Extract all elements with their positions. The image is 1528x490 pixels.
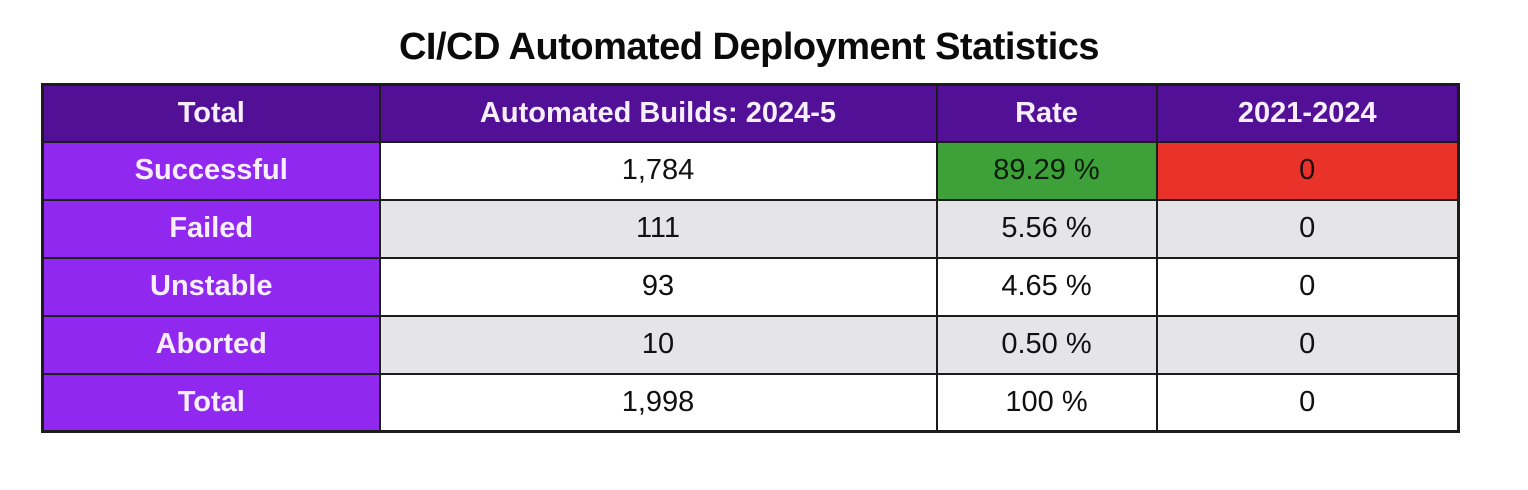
- deployment-stats-table: Total Automated Builds: 2024-5 Rate 2021…: [41, 83, 1460, 433]
- builds-cell: 1,784: [378, 140, 938, 201]
- table-row: Aborted 10 0.50 % 0: [41, 314, 1460, 375]
- builds-cell: 1,998: [378, 372, 938, 433]
- table-row: Unstable 93 4.65 % 0: [41, 256, 1460, 317]
- rate-cell: 0.50 %: [935, 314, 1158, 375]
- table-header: Total Automated Builds: 2024-5 Rate 2021…: [41, 83, 1460, 143]
- prev-period-cell: 0: [1155, 372, 1460, 433]
- row-label-cell: Total: [41, 372, 381, 433]
- builds-cell: 111: [378, 198, 938, 259]
- prev-period-cell: 0: [1155, 140, 1460, 201]
- column-header-automated-builds: Automated Builds: 2024-5: [378, 83, 938, 143]
- column-header-total: Total: [41, 83, 381, 143]
- rate-cell: 89.29 %: [935, 140, 1158, 201]
- rate-cell: 100 %: [935, 372, 1158, 433]
- row-label-cell: Unstable: [41, 256, 381, 317]
- rate-cell: 5.56 %: [935, 198, 1158, 259]
- page-title: CI/CD Automated Deployment Statistics: [398, 26, 1100, 68]
- prev-period-cell: 0: [1155, 256, 1460, 317]
- table-row: Failed 111 5.56 % 0: [41, 198, 1460, 259]
- column-header-2021-2024: 2021-2024: [1155, 83, 1460, 143]
- prev-period-cell: 0: [1155, 314, 1460, 375]
- table-row: Successful 1,784 89.29 % 0: [41, 140, 1460, 201]
- builds-cell: 93: [378, 256, 938, 317]
- row-label-cell: Failed: [41, 198, 381, 259]
- header-row: Total Automated Builds: 2024-5 Rate 2021…: [41, 83, 1460, 143]
- row-label-cell: Aborted: [41, 314, 381, 375]
- rate-cell: 4.65 %: [935, 256, 1158, 317]
- column-header-rate: Rate: [935, 83, 1158, 143]
- table-body: Successful 1,784 89.29 % 0 Failed 111 5.56 % 0 U…: [41, 140, 1460, 433]
- builds-cell: 10: [378, 314, 938, 375]
- row-label-cell: Successful: [41, 140, 381, 201]
- table-row: Total 1,998 100 % 0: [41, 372, 1460, 433]
- prev-period-cell: 0: [1155, 198, 1460, 259]
